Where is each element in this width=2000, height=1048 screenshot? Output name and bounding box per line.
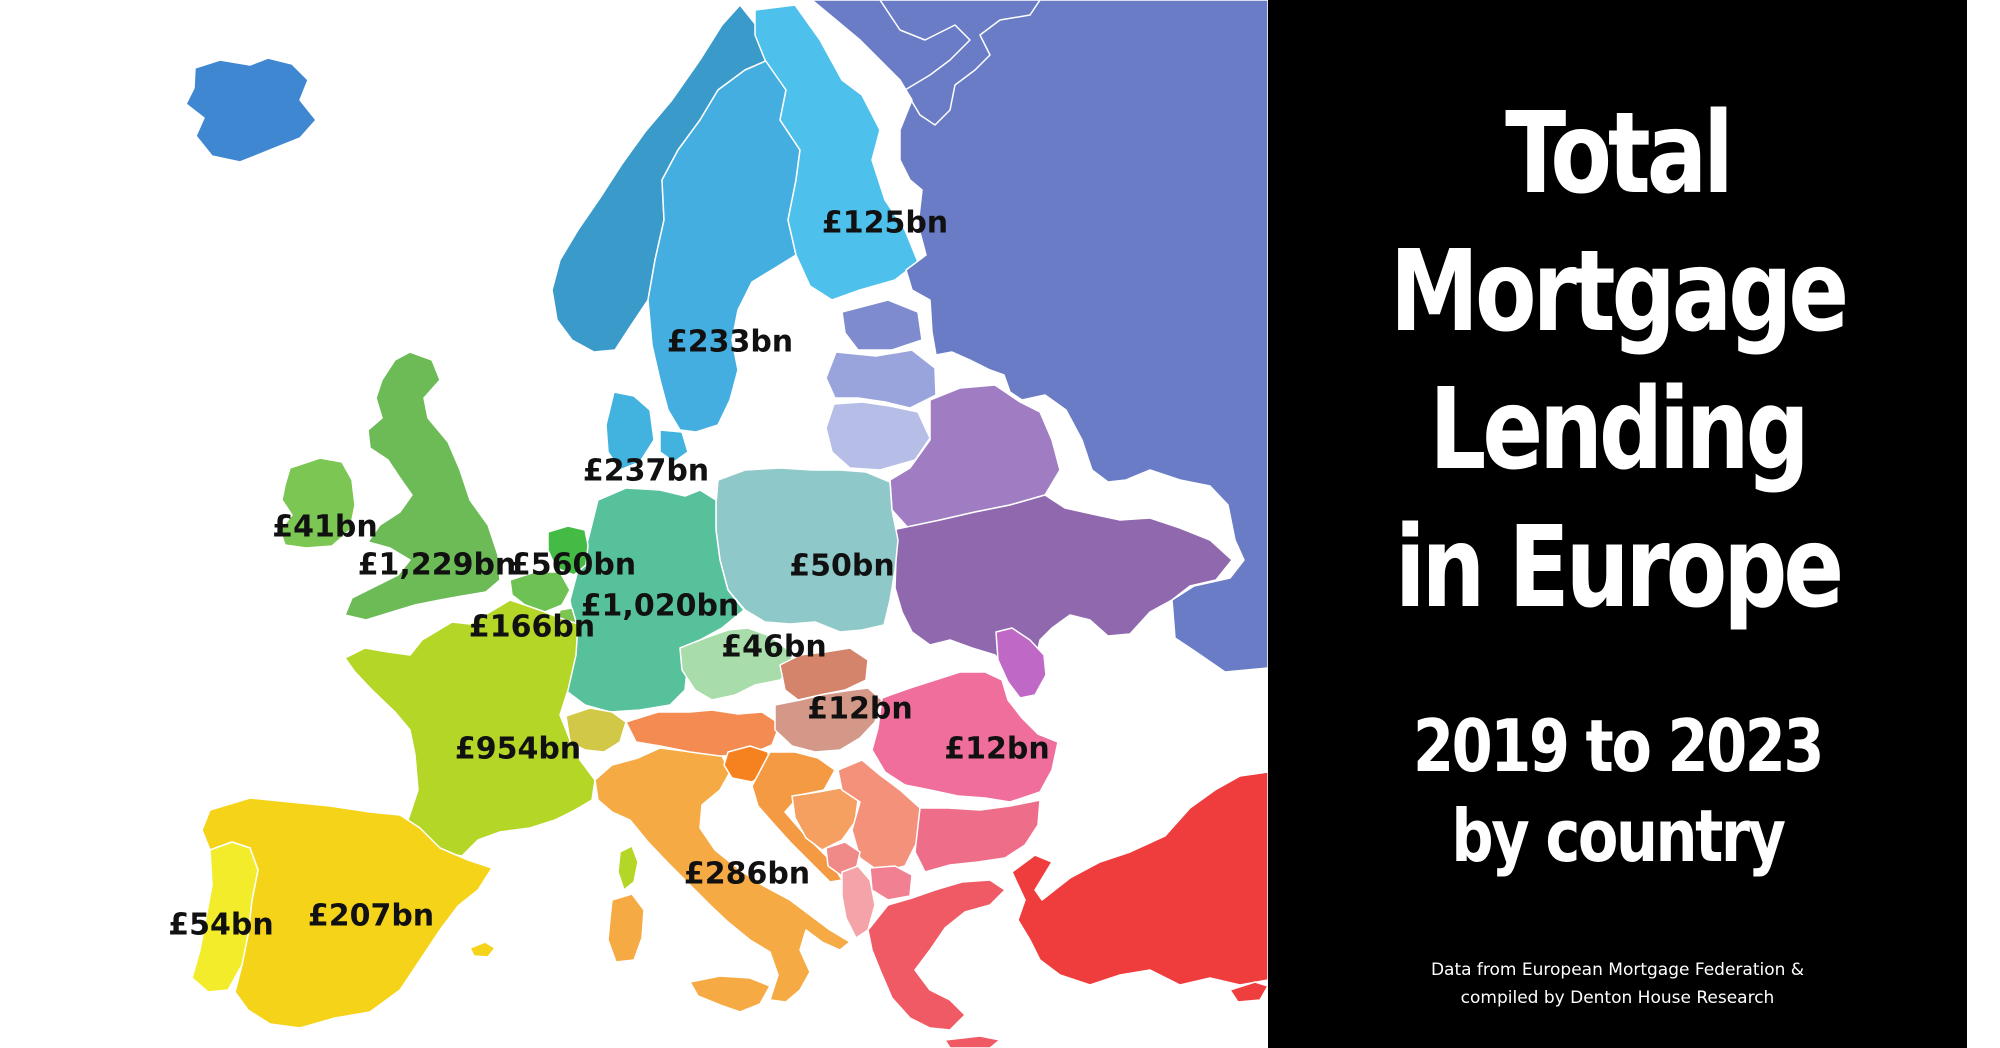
europe-map: £125bn £233bn £237bn £41bn £1,229bn £560bn £50… — [168, 0, 1268, 1048]
region-bosnia — [791, 787, 859, 851]
europe-map-svg: £125bn £233bn £237bn £41bn£1,229bn£560bn £50… — [168, 0, 1268, 1048]
region-switzerland — [565, 707, 627, 753]
value-label-czechia: £46bn — [721, 630, 826, 665]
title-line-1: Total — [1505, 89, 1734, 219]
region-lithuania — [825, 401, 931, 471]
region-balearics — [469, 941, 496, 958]
region-romania — [871, 671, 1059, 803]
value-label-france: £954bn — [455, 732, 581, 767]
region-estonia — [841, 299, 923, 351]
value-label-hungary: £12bn — [807, 692, 912, 727]
region-austria — [625, 709, 781, 757]
region-turkey — [1011, 771, 1268, 986]
region-france — [344, 599, 596, 857]
value-label-portugal: £54bn — [168, 908, 273, 943]
right-margin — [1967, 0, 2000, 1048]
subtitle-line-2: by country — [1451, 794, 1786, 878]
title-panel: Total Mortgage Lending in Europe 2019 to… — [1268, 0, 1967, 1048]
value-label-poland: £50bn — [789, 549, 894, 584]
title-line-4: in Europe — [1394, 503, 1844, 633]
region-iceland — [185, 57, 317, 163]
value-label-belgium: £166bn — [469, 610, 595, 645]
region-greece — [867, 879, 1006, 1048]
region-sardinia — [607, 893, 645, 963]
region-moldova — [995, 627, 1047, 699]
source-line-1: Data from European Mortgage Federation & — [1430, 960, 1805, 980]
value-label-romania: £12bn — [944, 732, 1049, 767]
value-label-finland: £125bn — [822, 206, 948, 241]
value-label-ireland: £41bn — [272, 510, 377, 545]
region-serbia — [837, 759, 921, 873]
value-label-united-kingdom: £1,229bn — [358, 548, 517, 583]
subtitle-line-1: 2019 to 2023 — [1412, 704, 1824, 788]
region-ireland — [279, 457, 356, 549]
value-label-germany: £1,020bn — [581, 589, 740, 624]
source-line-2: compiled by Denton House Research — [1460, 988, 1775, 1008]
title-line-3: Lending — [1429, 365, 1809, 495]
region-hungary — [774, 687, 883, 753]
region-cyprus — [1229, 981, 1268, 1003]
value-label-sweden: £233bn — [667, 325, 793, 360]
region-slovakia — [779, 647, 869, 701]
region-sicily — [689, 975, 771, 1013]
region-united-kingdom — [344, 351, 501, 621]
region-portugal — [191, 841, 259, 993]
region-bulgaria — [914, 799, 1041, 873]
region-russia — [811, 0, 1268, 673]
region-finland — [754, 4, 919, 301]
region-ukraine — [891, 494, 1233, 673]
region-latvia — [825, 349, 937, 409]
title-line-2: Mortgage — [1389, 227, 1849, 357]
region-belgium — [509, 571, 571, 613]
value-label-spain: £207bn — [308, 899, 434, 934]
value-label-italy: £286bn — [684, 857, 810, 892]
region-north-macedonia — [869, 865, 913, 901]
region-corsica — [617, 845, 639, 891]
region-denmark — [605, 391, 689, 471]
value-label-denmark: £237bn — [583, 454, 709, 489]
region-netherlands — [547, 525, 589, 576]
value-label-netherlands: £560bn — [510, 548, 636, 583]
